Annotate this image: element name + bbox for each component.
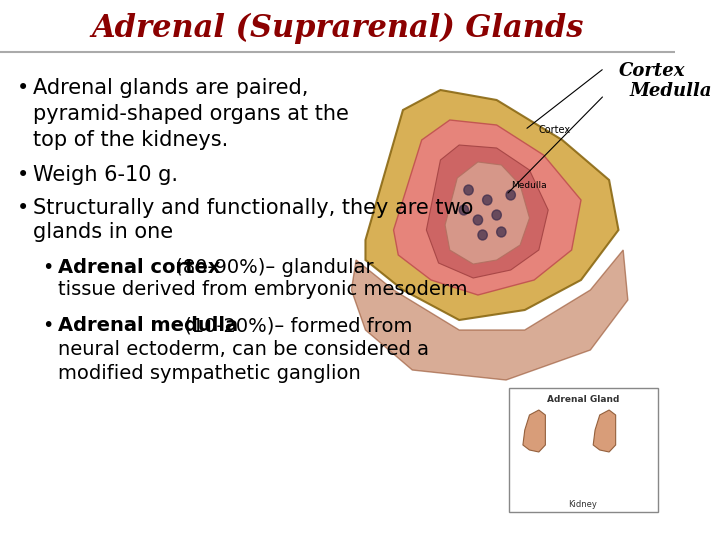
Text: neural ectoderm, can be considered a: neural ectoderm, can be considered a bbox=[58, 340, 429, 359]
Text: Adrenal cortex: Adrenal cortex bbox=[58, 258, 220, 277]
Text: Cortex: Cortex bbox=[618, 62, 685, 80]
Text: Adrenal Gland: Adrenal Gland bbox=[546, 395, 619, 404]
Polygon shape bbox=[426, 145, 548, 278]
Polygon shape bbox=[366, 90, 618, 320]
Text: •: • bbox=[17, 165, 29, 185]
Text: •: • bbox=[17, 78, 29, 98]
Text: Adrenal (Suprarenal) Glands: Adrenal (Suprarenal) Glands bbox=[91, 12, 583, 44]
Text: •: • bbox=[42, 316, 53, 335]
Text: •: • bbox=[42, 258, 53, 277]
Text: glands in one: glands in one bbox=[33, 222, 173, 242]
Text: Structurally and functionally, they are two: Structurally and functionally, they are … bbox=[33, 198, 473, 218]
Text: Kidney: Kidney bbox=[568, 500, 598, 509]
Circle shape bbox=[464, 185, 473, 195]
Text: tissue derived from embryonic mesoderm: tissue derived from embryonic mesoderm bbox=[58, 280, 467, 299]
Text: Medulla: Medulla bbox=[630, 82, 712, 100]
Text: Adrenal glands are paired,: Adrenal glands are paired, bbox=[33, 78, 308, 98]
Polygon shape bbox=[351, 250, 628, 380]
Text: modified sympathetic ganglion: modified sympathetic ganglion bbox=[58, 364, 361, 383]
Text: top of the kidneys.: top of the kidneys. bbox=[33, 130, 228, 150]
Circle shape bbox=[492, 210, 501, 220]
Text: Weigh 6-10 g.: Weigh 6-10 g. bbox=[33, 165, 178, 185]
Circle shape bbox=[482, 195, 492, 205]
Text: (10-20%)– formed from: (10-20%)– formed from bbox=[178, 316, 413, 335]
Text: Cortex: Cortex bbox=[539, 125, 571, 135]
Polygon shape bbox=[445, 162, 529, 264]
Text: pyramid-shaped organs at the: pyramid-shaped organs at the bbox=[33, 104, 348, 124]
Circle shape bbox=[506, 190, 516, 200]
Circle shape bbox=[497, 227, 506, 237]
Text: Medulla: Medulla bbox=[510, 180, 546, 190]
Circle shape bbox=[473, 215, 482, 225]
Circle shape bbox=[478, 230, 487, 240]
FancyBboxPatch shape bbox=[509, 388, 658, 512]
Polygon shape bbox=[523, 410, 545, 452]
Polygon shape bbox=[593, 410, 616, 452]
Circle shape bbox=[459, 205, 469, 215]
Text: Adrenal medulla: Adrenal medulla bbox=[58, 316, 238, 335]
Text: •: • bbox=[17, 198, 29, 218]
Polygon shape bbox=[394, 120, 581, 295]
Text: (80-90%)– glandular: (80-90%)– glandular bbox=[168, 258, 373, 277]
